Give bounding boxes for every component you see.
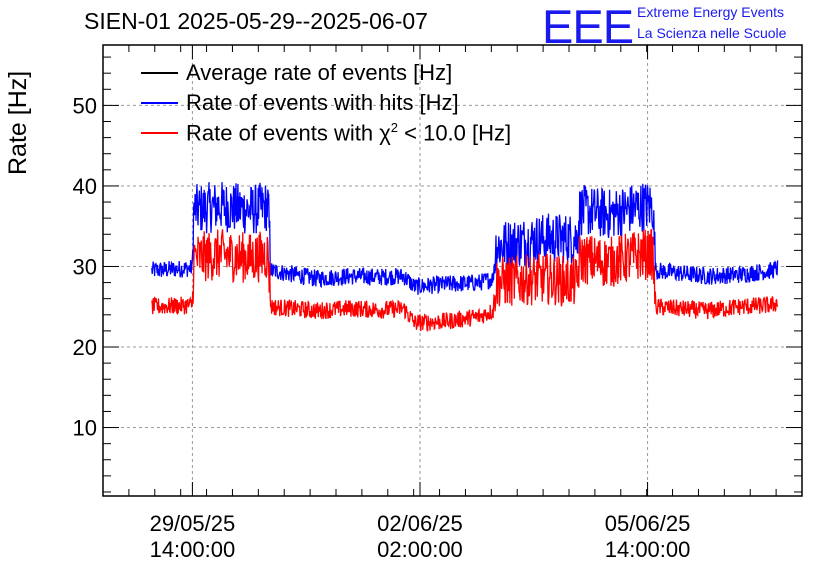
legend-chi2-suffix: < 10.0 [Hz] [398, 120, 512, 146]
x-tick-label-date: 29/05/25 [150, 511, 236, 536]
y-tick-label: 20 [73, 335, 97, 360]
series-line-hits [151, 182, 779, 295]
x-tick-label-date: 02/06/25 [377, 511, 463, 536]
legend-swatch-chi2 [141, 132, 178, 134]
x-tick-label-time: 14:00:00 [150, 537, 236, 562]
legend-chi-sup: 2 [390, 119, 399, 135]
y-tick-label: 10 [73, 416, 97, 441]
legend-item-average: Average rate of events [Hz] [141, 58, 511, 88]
axis-ticks [103, 45, 802, 496]
x-tick-label-time: 02:00:00 [377, 537, 463, 562]
org-name-line1: Extreme Energy Events [637, 4, 785, 20]
chart-series-group [151, 182, 779, 332]
legend-swatch-average [141, 72, 178, 74]
legend-swatch-hits [141, 102, 178, 104]
x-tick-label-date: 05/06/25 [605, 511, 691, 536]
legend-label-average: Average rate of events [Hz] [186, 60, 453, 85]
eee-logo: EEE [542, 0, 634, 53]
y-tick-label: 50 [73, 93, 97, 118]
legend-label-chi2: Rate of events with χ2 < 10.0 [Hz] [186, 120, 511, 146]
org-name-line2: La Scienza nelle Scuole [637, 25, 787, 41]
legend-chi-symbol: χ [379, 120, 391, 146]
legend-chi2-prefix: Rate of events with [186, 120, 380, 146]
y-tick-label: 40 [73, 174, 97, 199]
chart-legend: Average rate of events [Hz] Rate of even… [141, 58, 511, 148]
legend-label-hits: Rate of events with hits [Hz] [186, 90, 459, 115]
series-line-chi2 [151, 228, 779, 332]
legend-item-chi2: Rate of events with χ2 < 10.0 [Hz] [141, 118, 511, 148]
chart-title: SIEN-01 2025-05-29--2025-06-07 [84, 8, 428, 34]
y-tick-label: 30 [73, 254, 97, 279]
plot-frame [102, 44, 803, 497]
legend-item-hits: Rate of events with hits [Hz] [141, 88, 511, 118]
x-tick-label-time: 14:00:00 [605, 537, 691, 562]
y-axis-label: Rate [Hz] [4, 70, 32, 175]
tick-labels: 102030405029/05/2514:00:0002/06/2502:00:… [73, 93, 691, 562]
